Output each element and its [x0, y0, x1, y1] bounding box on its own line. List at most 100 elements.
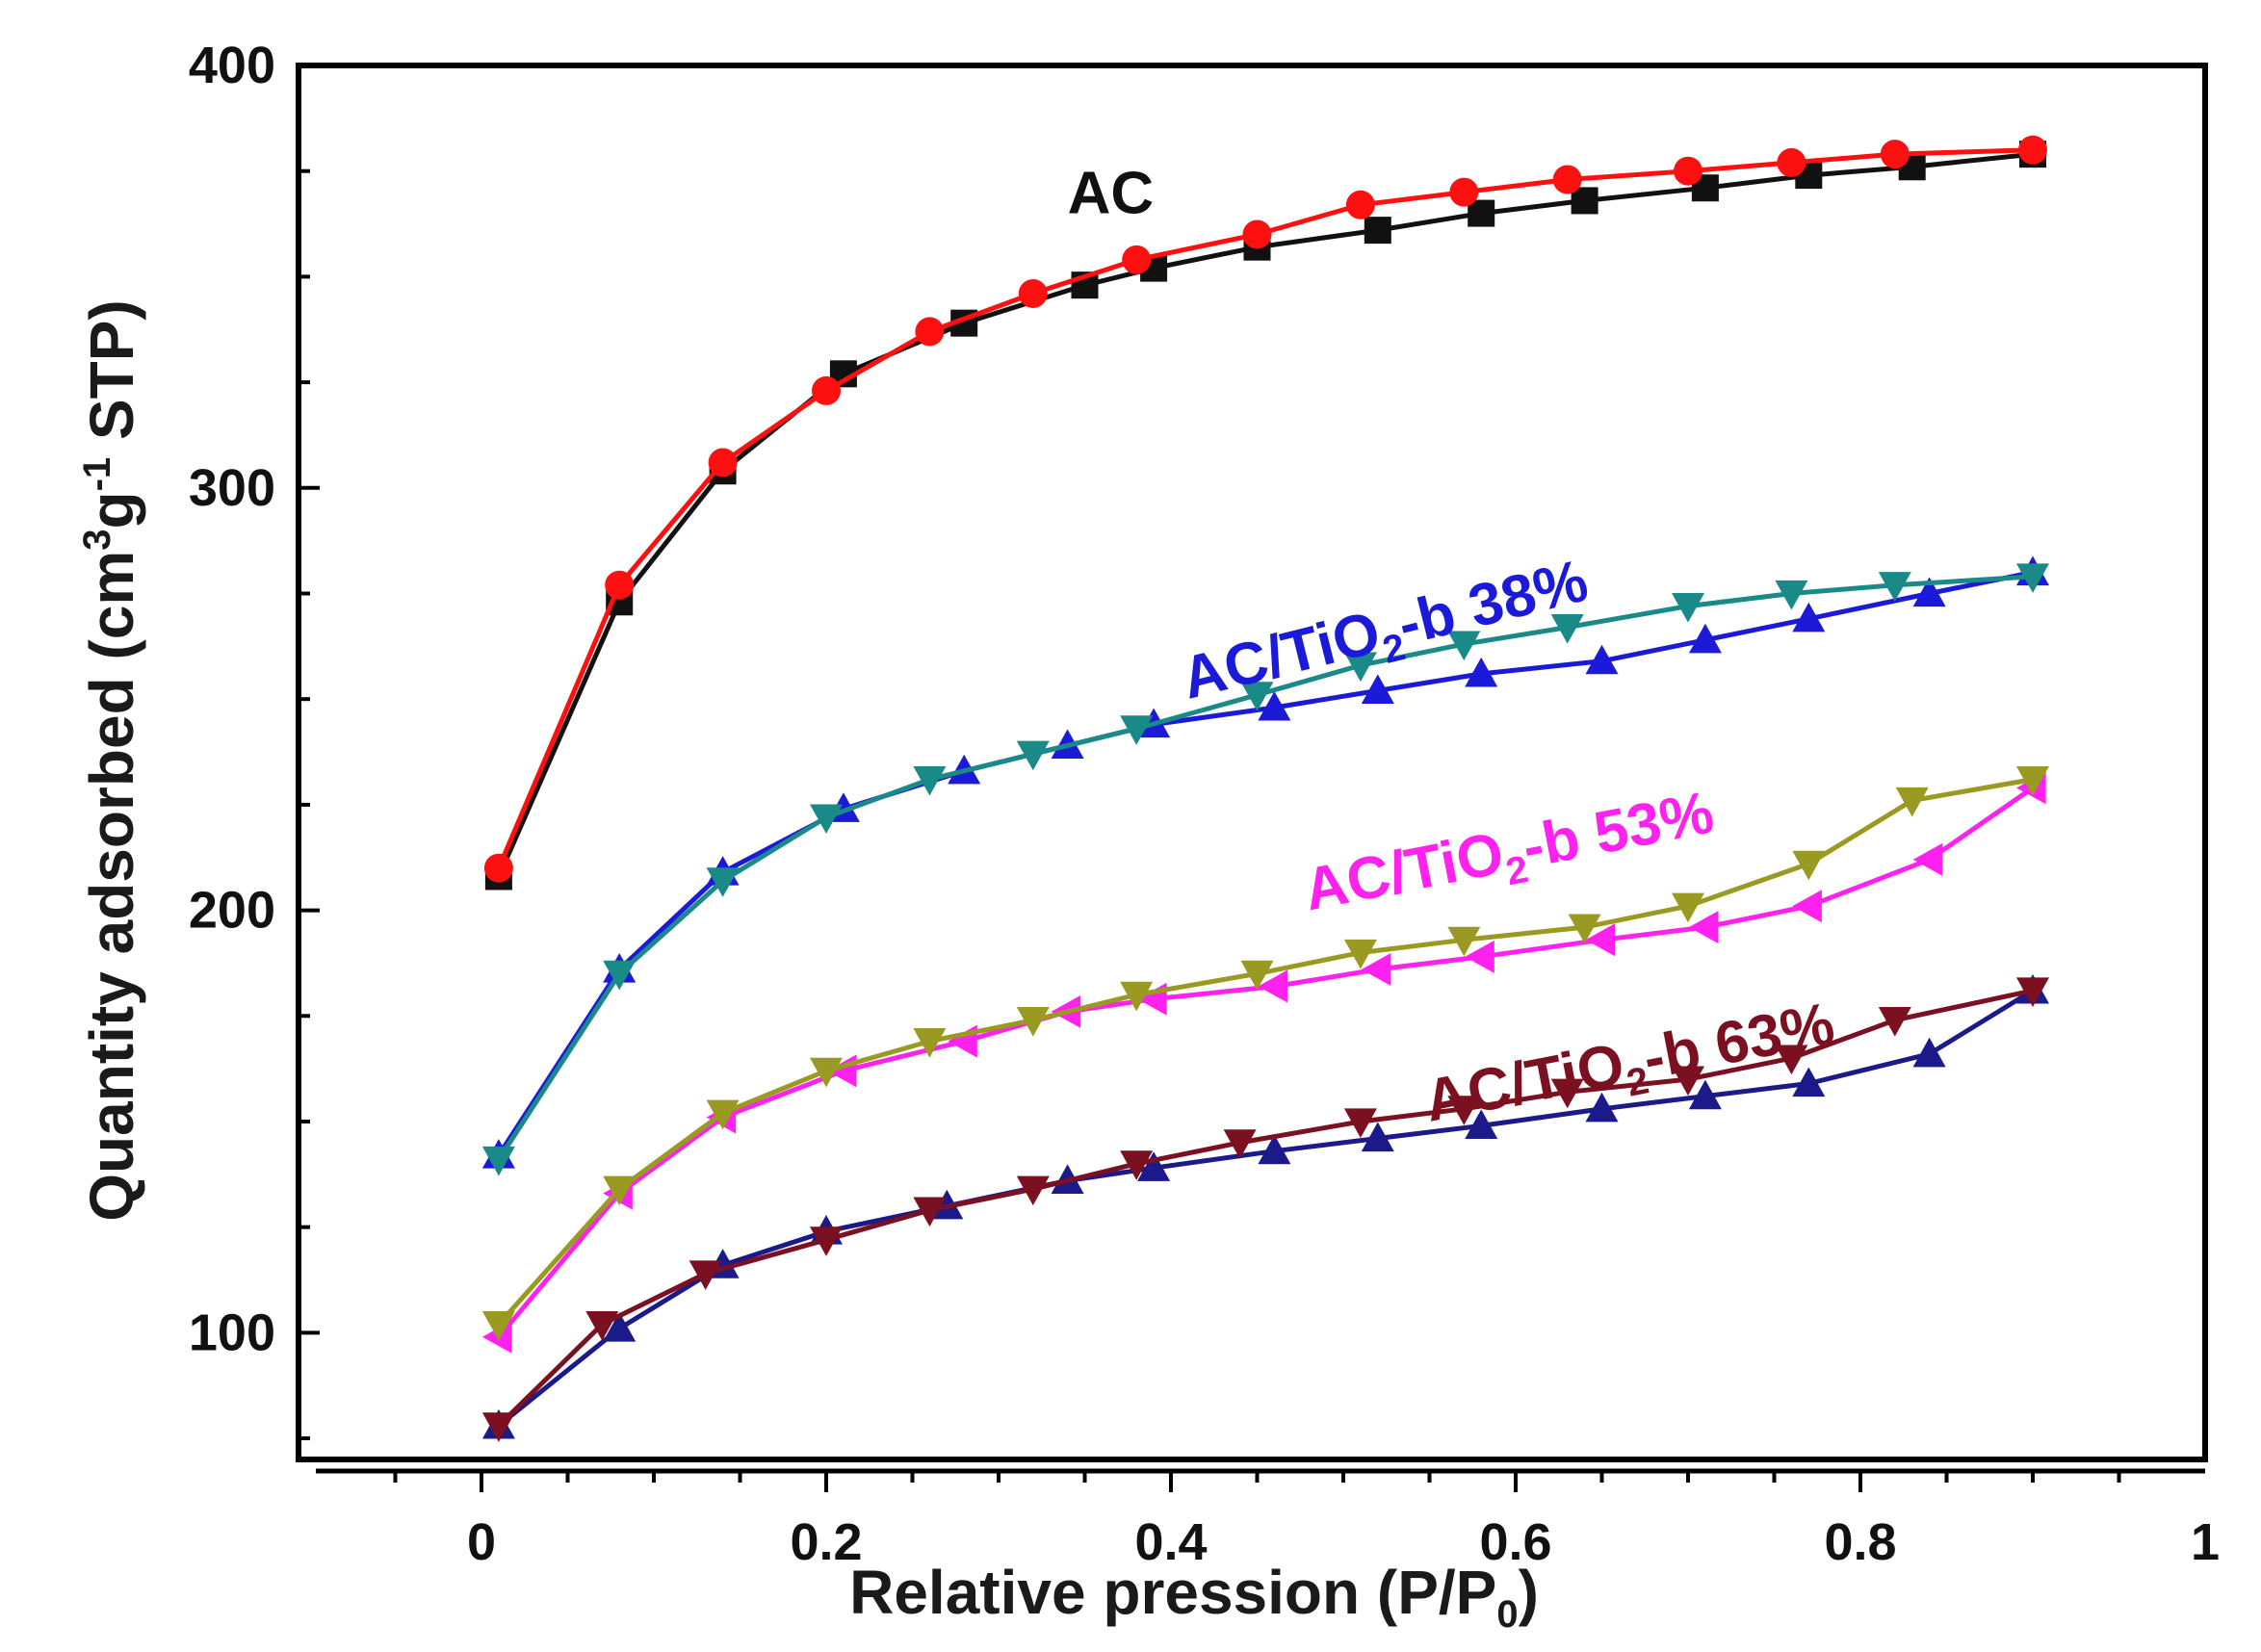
plot-area [296, 63, 2208, 1474]
data-point-marker [1792, 850, 1826, 881]
data-point-marker [1585, 644, 1619, 675]
data-point-marker [1552, 165, 1582, 194]
data-point-marker [1242, 219, 1272, 249]
data-point-marker [1688, 623, 1722, 654]
data-point-marker [481, 1146, 515, 1176]
series-4 [481, 563, 2049, 1176]
data-point-marker [1912, 1037, 1946, 1068]
series-2 [483, 135, 2047, 883]
data-point-marker [1447, 631, 1481, 661]
data-point-marker [1688, 911, 1719, 944]
plot-frame [296, 63, 2208, 1462]
data-point-marker [1880, 140, 1910, 169]
data-point-marker [1895, 787, 1929, 817]
data-point-marker [1343, 939, 1377, 969]
data-point-marker [1672, 892, 1704, 923]
data-point-marker [708, 448, 738, 478]
data-point-marker [1571, 187, 1598, 215]
data-point-marker [1777, 147, 1806, 177]
x-tick-label: 0.2 [790, 1513, 862, 1571]
x-tick-label: 0 [467, 1513, 496, 1571]
data-point-marker [1792, 1067, 1826, 1097]
x-tick-label: 0.6 [1479, 1513, 1551, 1571]
data-point-marker [483, 853, 513, 883]
data-point-marker [915, 317, 945, 347]
data-point-marker [2016, 563, 2049, 593]
data-point-marker [913, 765, 947, 796]
data-point-marker [689, 1260, 722, 1290]
data-point-marker [1361, 674, 1394, 705]
data-point-marker [603, 1175, 637, 1206]
data-point-marker [1447, 1096, 1481, 1125]
data-point-marker [2018, 135, 2047, 165]
data-point-marker [1361, 953, 1391, 987]
data-point-marker [1240, 682, 1274, 711]
data-point-marker [1550, 1078, 1584, 1109]
data-point-marker [1878, 1007, 1911, 1037]
data-point-marker [1240, 960, 1274, 991]
data-point-marker [1912, 577, 1946, 607]
data-point-marker [1568, 914, 1601, 944]
data-point-marker [1343, 1108, 1377, 1138]
data-point-marker [1122, 245, 1152, 274]
series-layer [481, 135, 2049, 1442]
data-point-marker [1468, 199, 1495, 227]
data-point-marker [1465, 657, 1498, 687]
data-point-marker [1361, 1122, 1394, 1152]
data-point-marker [1775, 1045, 1808, 1075]
data-point-marker [1120, 715, 1154, 745]
data-point-marker [1120, 1150, 1154, 1180]
data-point-marker [812, 375, 841, 405]
x-tick-label: 0.4 [1134, 1513, 1207, 1571]
data-point-marker [1550, 613, 1584, 644]
data-point-marker [1792, 602, 1826, 632]
data-point-marker [1688, 1079, 1722, 1110]
y-tick-label: 400 [189, 37, 275, 94]
data-point-marker [2016, 977, 2049, 1007]
data-point-marker [1258, 1134, 1291, 1165]
data-point-marker [481, 1412, 515, 1442]
series-8 [481, 977, 2049, 1442]
data-point-marker [2016, 765, 2049, 796]
data-point-marker [913, 1028, 947, 1058]
data-point-marker [1672, 593, 1704, 623]
x-axis-title: Relative pression (P/P0) [849, 1558, 1539, 1636]
data-point-marker [1672, 1066, 1704, 1097]
data-point-marker [1223, 1129, 1257, 1159]
data-point-marker [706, 1099, 740, 1130]
data-point-marker [585, 1310, 619, 1341]
series-label: AC/TiO2-b 53% [1299, 779, 1721, 932]
data-point-marker [1016, 1175, 1050, 1206]
data-point-marker [1345, 190, 1375, 219]
y-tick-label: 300 [189, 459, 275, 517]
data-point-marker [1775, 580, 1808, 610]
data-point-marker [1343, 652, 1377, 683]
data-point-marker [1585, 923, 1616, 957]
data-point-marker [1258, 690, 1291, 721]
data-point-marker [1364, 217, 1391, 245]
data-point-marker [810, 804, 843, 835]
data-point-marker [1674, 156, 1702, 186]
x-tick-label: 1 [2191, 1513, 2220, 1571]
series-label: AC [1068, 161, 1155, 227]
data-point-marker [1016, 740, 1050, 771]
y-axis-title: Quantity adsorbed (cm3g-1 STP) [76, 299, 146, 1221]
data-point-marker [1447, 926, 1481, 957]
data-point-marker [603, 1311, 637, 1342]
x-tick-label: 0.8 [1824, 1513, 1896, 1571]
data-point-marker [1449, 177, 1479, 207]
data-point-marker [810, 1226, 843, 1256]
data-point-marker [1465, 940, 1494, 973]
data-point-marker [1585, 1092, 1619, 1123]
y-tick-label: 100 [189, 1304, 275, 1361]
data-point-marker [706, 867, 740, 897]
series-label: AC/TiO2-b 63% [1419, 991, 1841, 1144]
y-axis-ticks: 100 200 300 400 [189, 37, 320, 1441]
x-axis-ticks: 0 0.2 0.4 0.6 0.8 1 [393, 1471, 2220, 1571]
series-line [496, 151, 2034, 878]
data-point-marker [913, 1197, 947, 1227]
data-point-marker [1878, 572, 1911, 602]
data-point-marker [603, 960, 637, 991]
y-tick-label: 200 [189, 882, 275, 940]
